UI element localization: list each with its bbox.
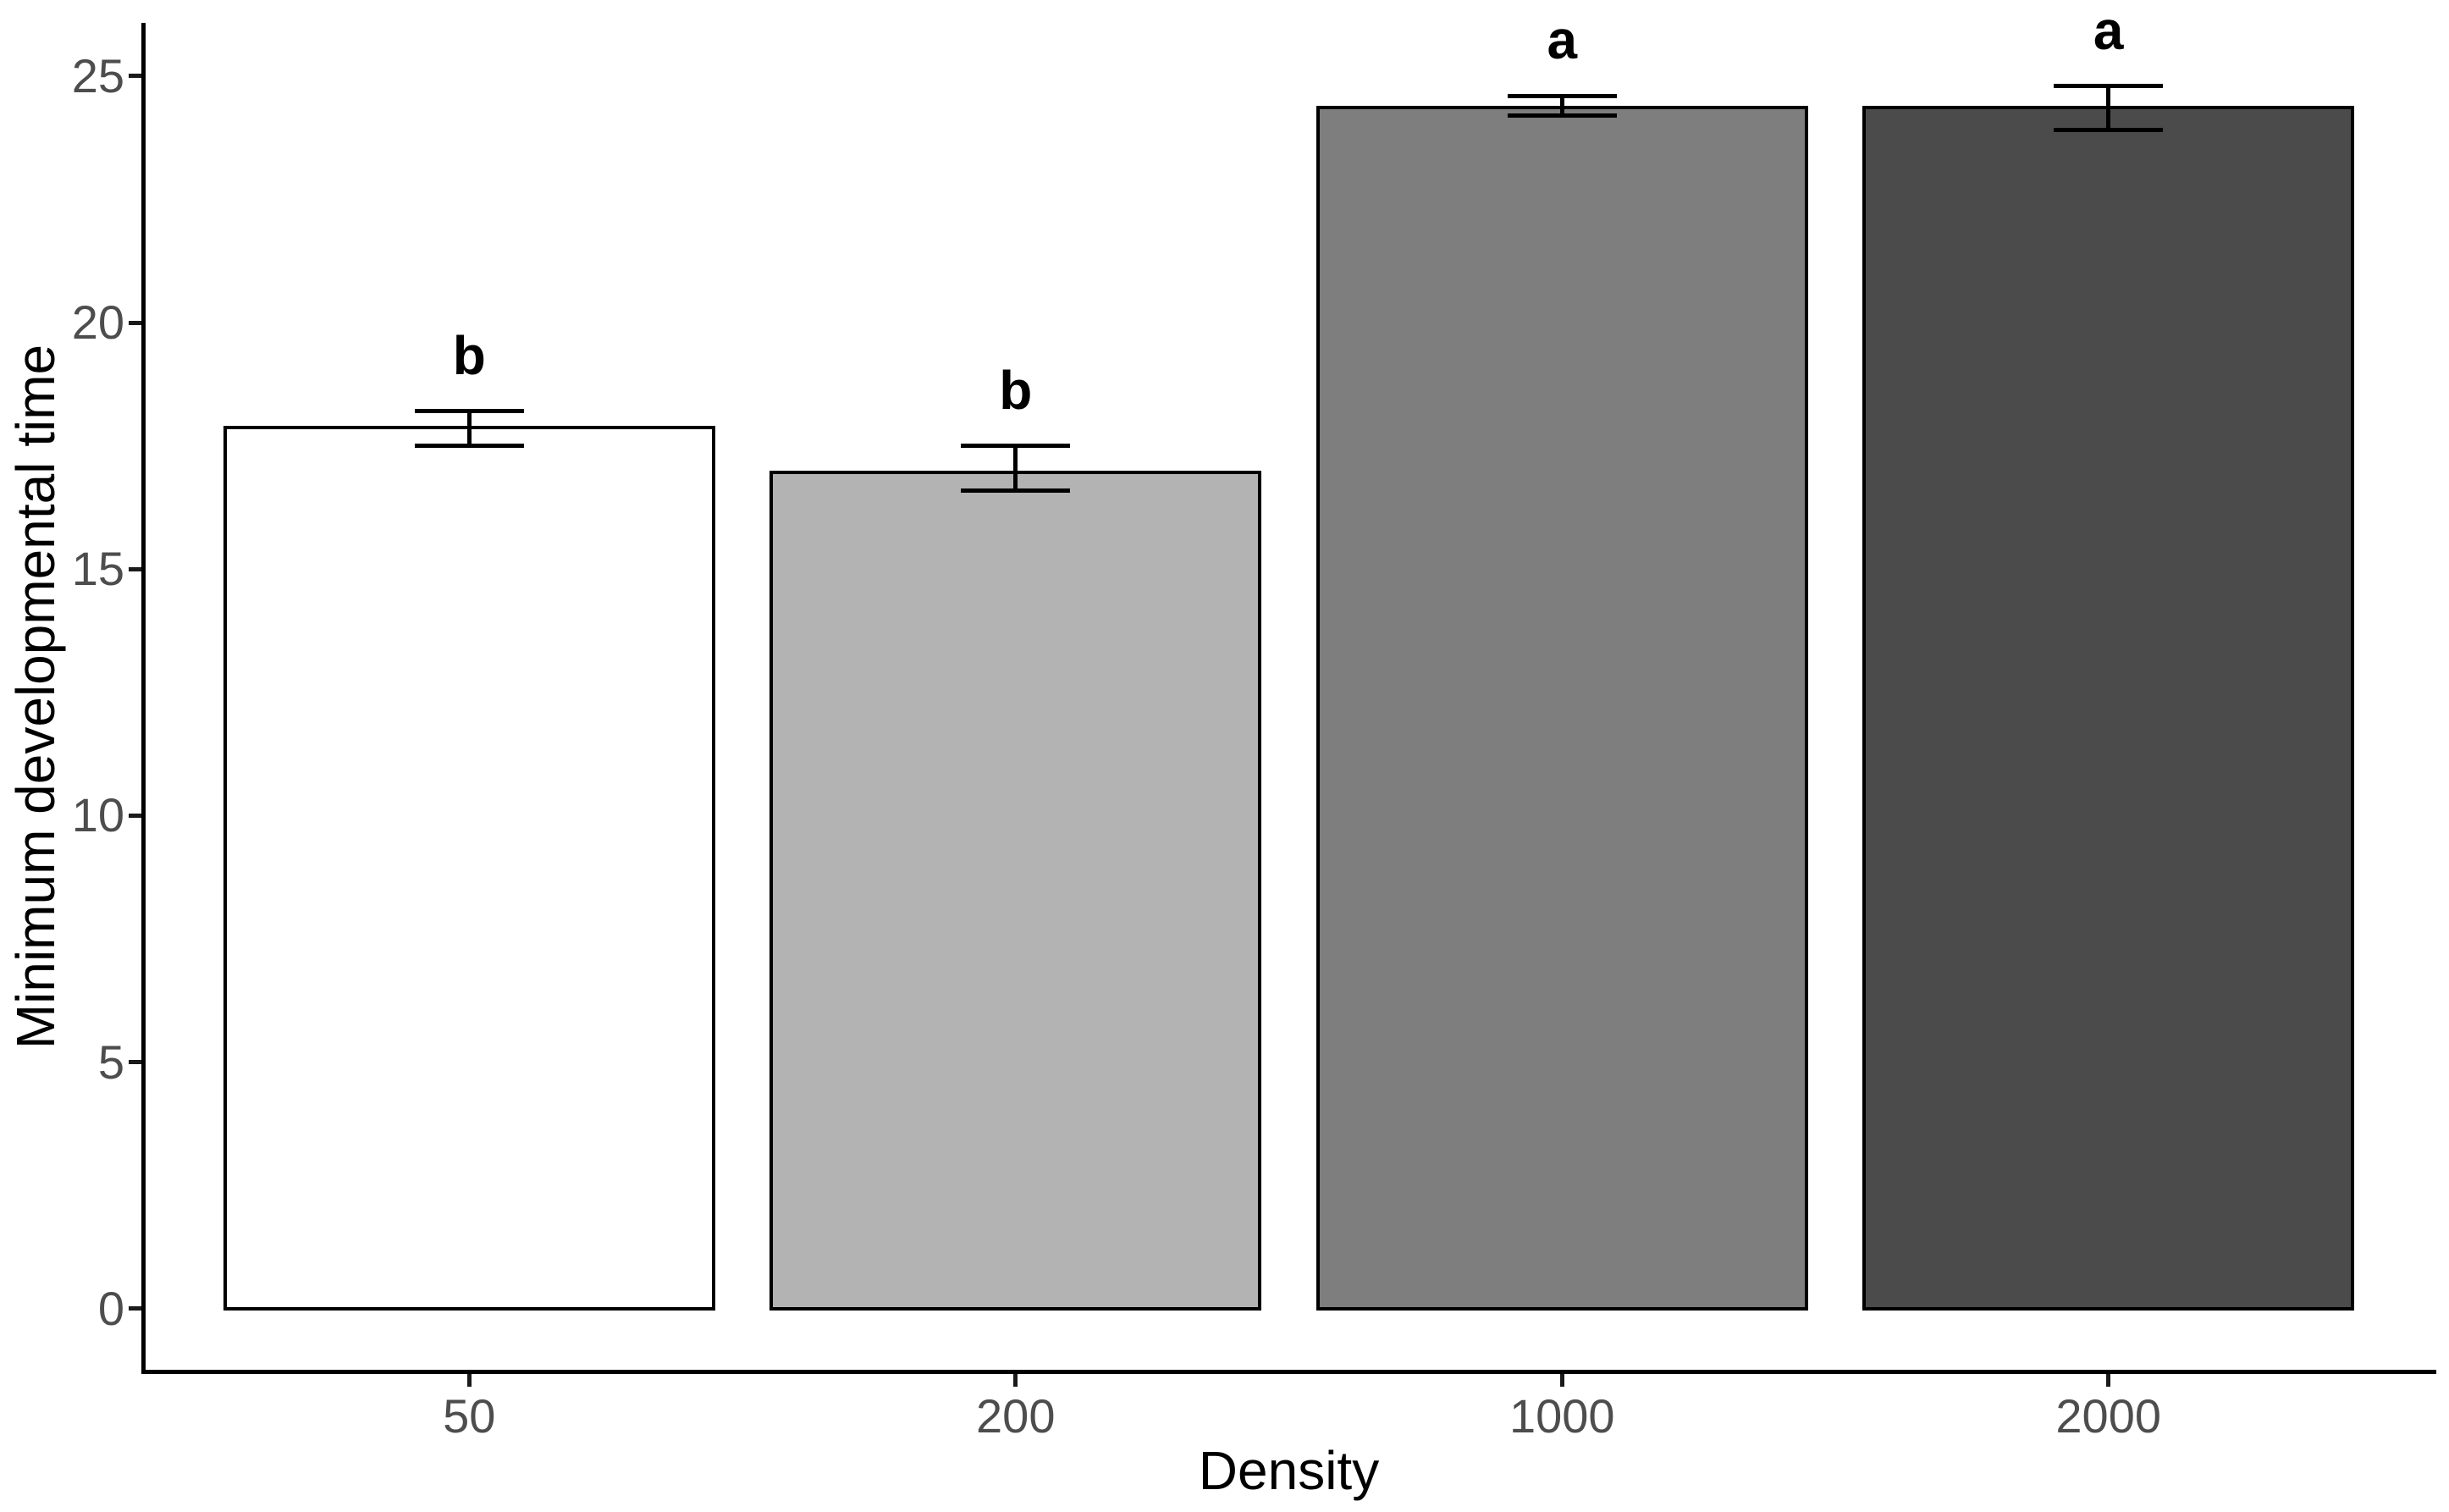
bar-density-50 — [223, 426, 715, 1311]
significance-letter: a — [1547, 9, 1578, 71]
error-bar-cap-bottom — [961, 488, 1071, 493]
y-tick-mark — [129, 566, 141, 571]
y-tick-mark — [129, 74, 141, 79]
error-bar-cap-top — [961, 444, 1071, 449]
bar-density-200 — [769, 470, 1262, 1311]
y-tick-label: 0 — [97, 1281, 124, 1335]
error-bar-line — [466, 411, 472, 446]
x-tick-mark — [466, 1374, 472, 1387]
x-tick-mark — [1559, 1374, 1564, 1387]
bar-density-1000 — [1316, 105, 1808, 1311]
x-tick-mark — [1013, 1374, 1018, 1387]
x-axis-title: Density — [1198, 1440, 1380, 1501]
error-bar-cap-top — [1507, 93, 1617, 98]
y-axis-title: Minimum developmental time — [5, 344, 66, 1049]
error-bar-cap-top — [414, 409, 524, 414]
y-tick-label: 10 — [71, 788, 124, 842]
error-bar-line — [2106, 86, 2111, 130]
x-tick-label: 50 — [443, 1389, 496, 1443]
x-axis-line — [141, 1370, 2436, 1374]
significance-letter: b — [999, 359, 1033, 421]
error-bar-cap-bottom — [1507, 113, 1617, 118]
x-tick-mark — [2106, 1374, 2111, 1387]
y-tick-label: 25 — [71, 48, 124, 102]
error-bar-line — [1013, 445, 1018, 491]
y-tick-label: 15 — [71, 542, 124, 596]
y-tick-mark — [129, 1306, 141, 1311]
y-tick-label: 20 — [71, 295, 124, 350]
x-tick-label: 2000 — [2055, 1389, 2161, 1443]
error-bar-cap-top — [2054, 84, 2164, 89]
significance-letter: a — [2093, 0, 2124, 61]
x-tick-label: 200 — [976, 1389, 1056, 1443]
bar-density-2000 — [1862, 105, 2355, 1311]
y-tick-mark — [129, 320, 141, 325]
x-tick-label: 1000 — [1509, 1389, 1615, 1443]
significance-letter: b — [452, 324, 486, 386]
error-bar-line — [1559, 96, 1564, 116]
y-axis-line — [141, 23, 146, 1374]
y-tick-mark — [129, 813, 141, 818]
y-tick-mark — [129, 1060, 141, 1065]
y-tick-label: 5 — [97, 1035, 124, 1089]
error-bar-cap-bottom — [414, 444, 524, 449]
error-bar-cap-bottom — [2054, 128, 2164, 133]
